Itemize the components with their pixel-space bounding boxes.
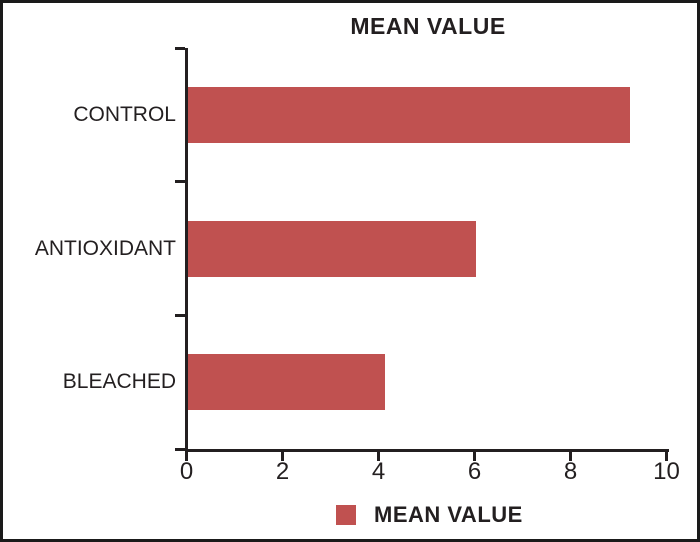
x-tick-label-6: 6 — [467, 458, 482, 485]
y-axis-line — [185, 48, 188, 452]
x-tick-label-8: 8 — [563, 458, 578, 485]
bar-bleached — [188, 354, 385, 411]
plot-area: CONTROL ANTIOXIDANT BLEACHED 0 2 4 6 8 10 — [3, 3, 697, 539]
x-tick-label-2: 2 — [275, 458, 290, 485]
x-tick-label-4: 4 — [371, 458, 386, 485]
bar-control — [188, 86, 630, 143]
chart-title: MEAN VALUE — [350, 13, 506, 39]
x-axis-tick — [473, 452, 476, 461]
x-tick-label-0: 0 — [179, 458, 194, 485]
x-axis-tick — [185, 452, 188, 461]
legend-label: MEAN VALUE — [374, 502, 523, 527]
x-axis-tick — [281, 452, 284, 461]
y-axis-tick — [175, 46, 185, 50]
x-axis-tick — [665, 452, 668, 461]
y-axis-tick — [175, 447, 185, 451]
y-axis-tick — [175, 180, 185, 184]
x-axis-tick — [569, 452, 572, 461]
legend: MEAN VALUE — [3, 501, 697, 531]
legend-swatch — [336, 505, 356, 525]
category-label-control: CONTROL — [73, 102, 176, 126]
x-tick-label-10: 10 — [653, 458, 680, 485]
category-label-antioxidant: ANTIOXIDANT — [34, 236, 176, 260]
bar-antioxidant — [188, 220, 476, 277]
x-axis-tick — [377, 452, 380, 461]
x-axis-line — [185, 449, 669, 452]
category-label-bleached: BLEACHED — [62, 370, 176, 394]
y-axis-tick — [175, 313, 185, 317]
